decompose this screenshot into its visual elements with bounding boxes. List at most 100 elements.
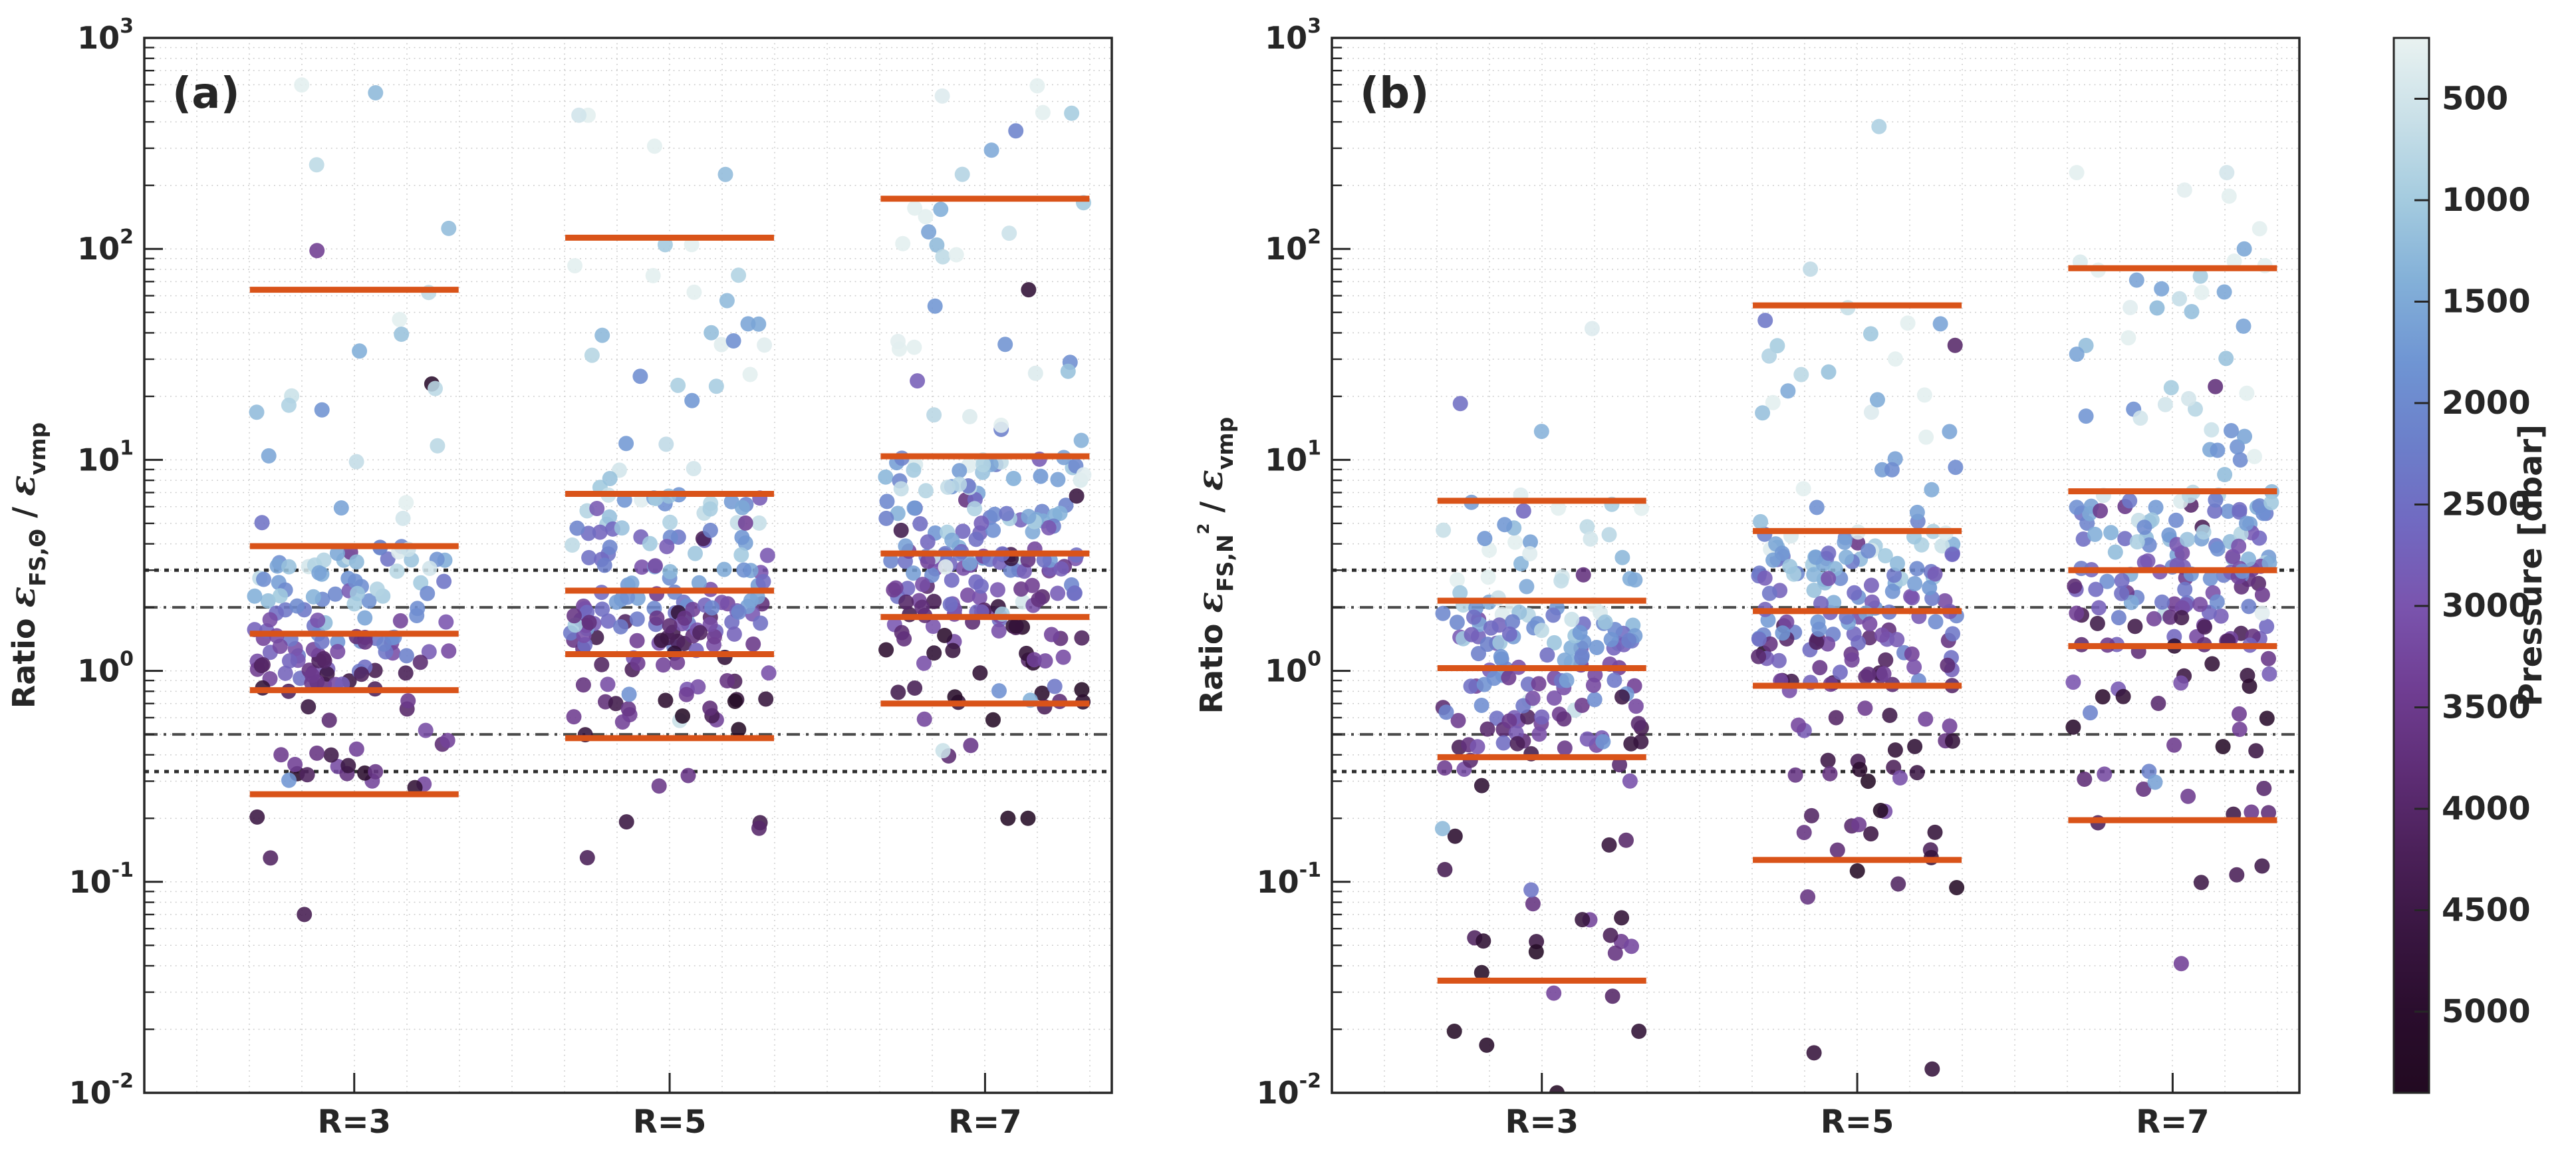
y-tick-label: 101 [77,436,134,478]
scatter-point [1618,832,1634,848]
scatter-point [1884,583,1900,599]
scatter-point [421,644,437,660]
scatter-point [1449,615,1465,631]
scatter-point [878,642,894,658]
scatter-point [2252,221,2267,237]
scatter-point [1634,500,1650,516]
scatter-point [1821,545,1837,561]
scatter-point [702,700,718,716]
scatter-point [621,686,637,702]
scatter-point [973,515,989,531]
scatter-point [2259,710,2275,726]
scatter-point [1800,889,1816,905]
scatter-point [1021,509,1037,524]
scatter-point [670,377,686,393]
scatter-point [1434,821,1450,837]
scatter-point [1808,549,1824,565]
y-tick-label: 10-2 [1257,1070,1321,1111]
scatter-point [1584,321,1600,337]
scatter-point [1944,547,1960,563]
scatter-point [1774,545,1790,561]
colorbar-tick-label: 1500 [2442,283,2531,321]
scatter-point [2089,615,2105,631]
scatter-point [937,627,953,643]
scatter-point [740,316,756,332]
scatter-point [1757,313,1773,329]
scatter-point [2168,512,2184,528]
scatter-point [707,629,722,645]
scatter-point [883,553,899,569]
scatter-point [630,655,646,671]
scatter-point [2207,503,2223,519]
scatter-point [1055,649,1071,665]
scatter-point [2166,737,2182,753]
scatter-point [2122,493,2138,509]
scatter-point [1918,711,1934,727]
scatter-point [1803,807,1819,823]
scatter-point [1509,736,1525,752]
scatter-point [926,407,942,423]
scatter-point [2121,330,2136,346]
scatter-point [602,471,618,486]
scatter-point [1034,685,1050,701]
scatter-point [1787,767,1803,783]
scatter-point [380,551,396,567]
scatter-point [662,514,678,530]
scatter-point [1850,535,1866,551]
scatter-point [1575,912,1591,928]
scatter-point [1809,635,1825,651]
scatter-point [1882,708,1898,723]
scatter-point [2217,467,2233,482]
scatter-point [634,559,650,575]
scatter-point [2173,675,2189,691]
scatter-point [1765,394,1781,410]
scatter-point [912,516,928,531]
scatter-point [657,237,673,253]
scatter-point [1769,338,1785,354]
scatter-point [2095,689,2111,705]
scatter-point [2173,956,2189,972]
scatter-point [1846,626,1862,642]
scatter-point [742,366,758,382]
scatter-points-b [1434,118,2279,1093]
scatter-point [2114,585,2130,601]
scatter-point [1949,880,1965,895]
scatter-point [2162,609,2178,625]
scatter-point [1907,576,1923,591]
scatter-point [2136,519,2152,535]
scatter-point [1601,527,1617,543]
scatter-point [1605,988,1620,1004]
scatter-point [2241,599,2257,615]
scatter-point [1916,387,1932,403]
scatter-point [602,539,618,555]
colorbar-tick-label: 4500 [2442,892,2531,929]
scatter-point [1574,698,1590,713]
scatter-point [249,404,265,420]
scatter-point [1947,337,1963,353]
scatter-point [327,586,343,602]
scatter-point [594,656,610,672]
scatter-point [2226,253,2242,269]
scatter-point [2232,722,2248,737]
scatter-point [1595,734,1611,750]
scatter-point [329,545,345,561]
scatter-point [2154,281,2170,297]
scatter-point [890,506,906,521]
scatter-point [933,202,949,217]
scatter-point [645,267,661,283]
scatter-point [581,549,597,565]
scatter-point [972,665,988,681]
scatter-point [910,373,926,389]
scatter-point [1464,627,1480,643]
scatter-point [440,732,455,748]
scatter-point [412,654,428,670]
scatter-point [713,337,729,353]
scatter-point [1041,520,1057,535]
scatter-point [2180,788,2196,804]
scatter-point [1909,504,1925,520]
scatter-point [1942,718,1958,734]
scatter-point [737,515,753,531]
scatter-point [2224,423,2239,438]
scatter-point [646,138,662,154]
scatter-point [311,565,327,581]
